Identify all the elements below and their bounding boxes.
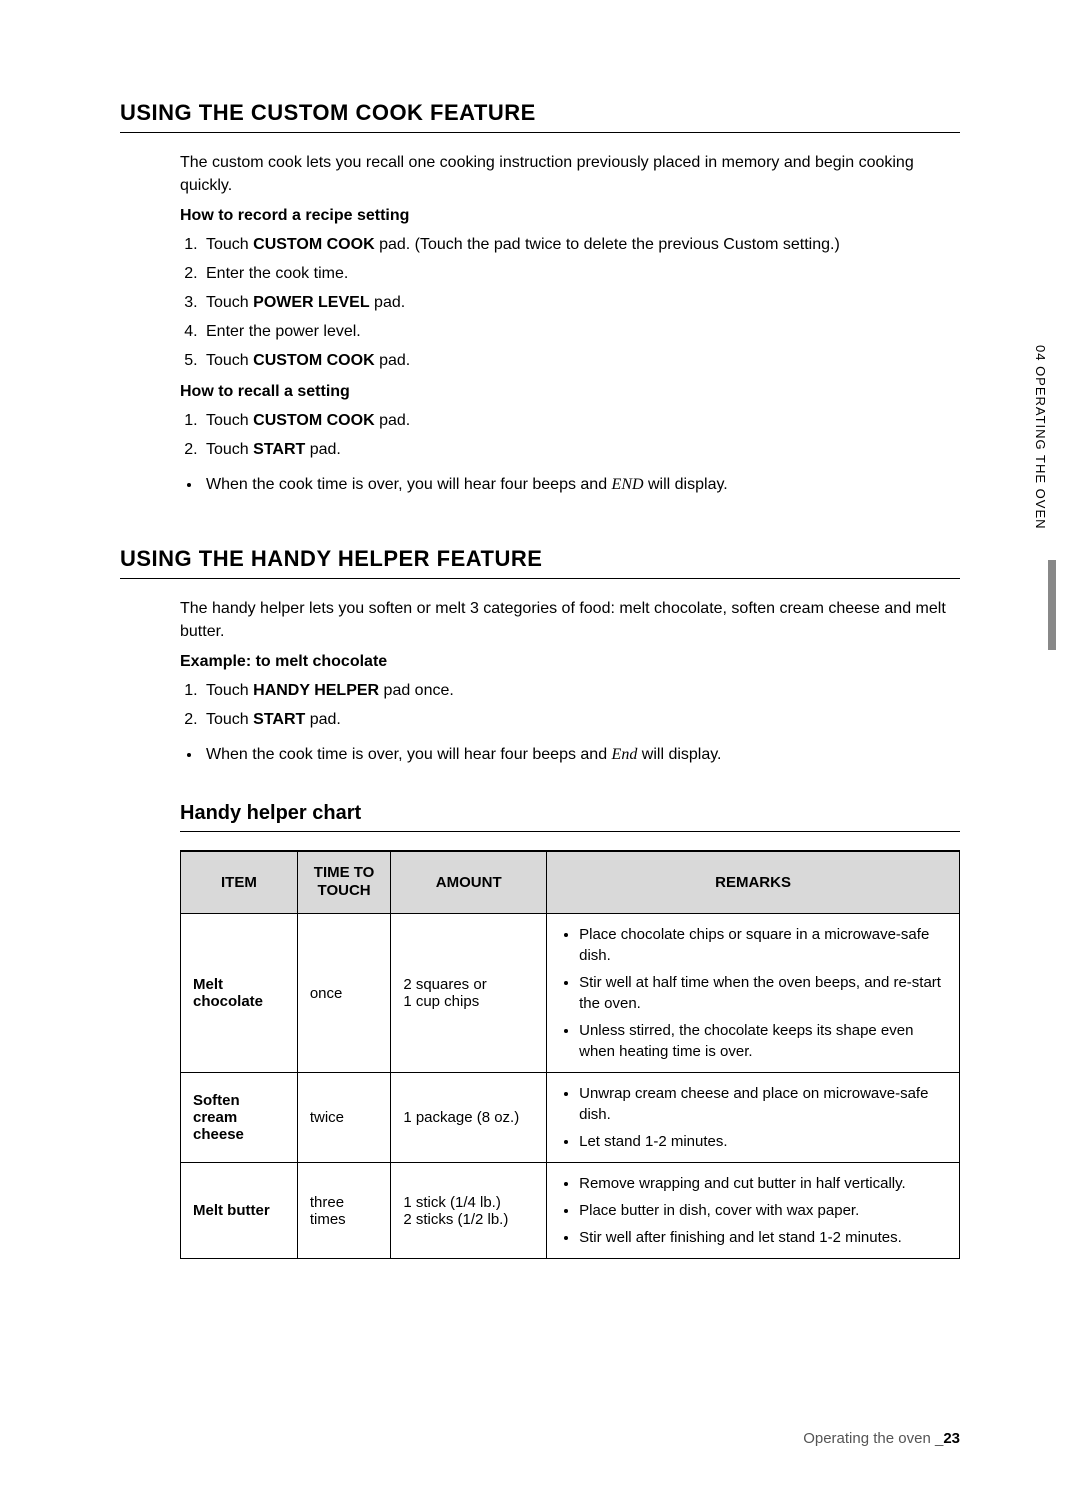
table-header-row: ITEM TIME TO TOUCH AMOUNT REMARKS: [181, 851, 960, 914]
example-steps: Touch HANDY HELPER pad once. Touch START…: [180, 679, 960, 733]
text-span: Touch: [206, 294, 253, 311]
text-span: pad. (Touch the pad twice to delete the …: [375, 236, 840, 253]
cell-remarks: Place chocolate chips or square in a mic…: [547, 914, 960, 1073]
remark-item: Unless stirred, the chocolate keeps its …: [579, 1020, 947, 1062]
example-notes: When the cook time is over, you will hea…: [180, 743, 960, 768]
bold-term: START: [253, 441, 305, 458]
bold-term: START: [253, 711, 305, 728]
text-span: pad once.: [379, 682, 454, 699]
section-title-custom-cook: USING THE CUSTOM COOK FEATURE: [120, 100, 960, 133]
page-footer: Operating the oven _23: [803, 1430, 960, 1447]
text-span: pad.: [375, 352, 411, 369]
bold-term: POWER LEVEL: [253, 294, 369, 311]
bold-term: HANDY HELPER: [253, 682, 379, 699]
text-span: Touch: [206, 412, 253, 429]
section-title-handy-helper: USING THE HANDY HELPER FEATURE: [120, 546, 960, 579]
amount-line: 2 squares or: [403, 976, 534, 993]
text-span: When the cook time is over, you will hea…: [206, 476, 612, 493]
th-line: TIME TO: [310, 864, 378, 883]
remark-item: Unwrap cream cheese and place on microwa…: [579, 1083, 947, 1125]
amount-line: 1 cup chips: [403, 993, 534, 1010]
amount-line: 1 stick (1/4 lb.): [403, 1194, 534, 1211]
example-step-2: Touch START pad.: [202, 708, 960, 733]
recall-heading: How to recall a setting: [180, 383, 960, 401]
table-row: Soften cream cheese twice 1 package (8 o…: [181, 1073, 960, 1163]
custom-cook-body: The custom cook lets you recall one cook…: [120, 151, 960, 498]
th-amount: AMOUNT: [391, 851, 547, 914]
text-span: When the cook time is over, you will hea…: [206, 746, 612, 763]
remark-item: Remove wrapping and cut butter in half v…: [579, 1173, 947, 1194]
example-note-1: When the cook time is over, you will hea…: [202, 743, 960, 768]
record-step-3: Touch POWER LEVEL pad.: [202, 291, 960, 316]
amount-line: 2 sticks (1/2 lb.): [403, 1211, 534, 1228]
text-span: pad.: [305, 441, 341, 458]
table-row: Melt chocolate once 2 squares or 1 cup c…: [181, 914, 960, 1073]
page-number: 23: [943, 1430, 960, 1447]
text-span: Touch: [206, 711, 253, 728]
cell-amount: 1 stick (1/4 lb.) 2 sticks (1/2 lb.): [391, 1163, 547, 1259]
section-tab-label: 04 OPERATING THE OVEN: [1033, 345, 1048, 530]
th-line: TOUCH: [310, 882, 378, 901]
remark-item: Place butter in dish, cover with wax pap…: [579, 1200, 947, 1221]
cell-amount: 2 squares or 1 cup chips: [391, 914, 547, 1073]
recall-step-2: Touch START pad.: [202, 438, 960, 463]
cell-touch: three times: [297, 1163, 390, 1259]
text-span: pad.: [305, 711, 341, 728]
cell-remarks: Remove wrapping and cut butter in half v…: [547, 1163, 960, 1259]
record-step-2: Enter the cook time.: [202, 262, 960, 287]
handy-helper-chart: ITEM TIME TO TOUCH AMOUNT REMARKS Melt c…: [180, 850, 960, 1260]
remark-item: Stir well after finishing and let stand …: [579, 1227, 947, 1248]
thumb-index-marker: [1048, 560, 1056, 650]
record-heading: How to record a recipe setting: [180, 207, 960, 225]
cell-item: Melt butter: [181, 1163, 298, 1259]
handy-helper-intro: The handy helper lets you soften or melt…: [180, 597, 960, 643]
italic-term: End: [612, 746, 638, 763]
text-span: will display.: [644, 476, 728, 493]
footer-text: Operating the oven _: [803, 1430, 943, 1447]
recall-step-1: Touch CUSTOM COOK pad.: [202, 409, 960, 434]
cell-item: Soften cream cheese: [181, 1073, 298, 1163]
table-row: Melt butter three times 1 stick (1/4 lb.…: [181, 1163, 960, 1259]
handy-helper-chart-wrap: ITEM TIME TO TOUCH AMOUNT REMARKS Melt c…: [120, 850, 960, 1260]
manual-page: 04 OPERATING THE OVEN USING THE CUSTOM C…: [0, 0, 1080, 1495]
cell-remarks: Unwrap cream cheese and place on microwa…: [547, 1073, 960, 1163]
text-span: will display.: [637, 746, 721, 763]
handy-helper-body: The handy helper lets you soften or melt…: [120, 597, 960, 768]
record-step-4: Enter the power level.: [202, 320, 960, 345]
th-item: ITEM: [181, 851, 298, 914]
th-time-to-touch: TIME TO TOUCH: [297, 851, 390, 914]
recall-note-1: When the cook time is over, you will hea…: [202, 473, 960, 498]
record-steps: Touch CUSTOM COOK pad. (Touch the pad tw…: [180, 233, 960, 373]
remark-item: Place chocolate chips or square in a mic…: [579, 924, 947, 966]
text-span: Touch: [206, 682, 253, 699]
remark-item: Let stand 1-2 minutes.: [579, 1131, 947, 1152]
bold-term: CUSTOM COOK: [253, 412, 374, 429]
example-step-1: Touch HANDY HELPER pad once.: [202, 679, 960, 704]
text-span: Touch: [206, 441, 253, 458]
remark-item: Stir well at half time when the oven bee…: [579, 972, 947, 1014]
bold-term: CUSTOM COOK: [253, 236, 374, 253]
bold-term: CUSTOM COOK: [253, 352, 374, 369]
cell-item: Melt chocolate: [181, 914, 298, 1073]
record-step-5: Touch CUSTOM COOK pad.: [202, 349, 960, 374]
text-span: Touch: [206, 236, 253, 253]
record-step-1: Touch CUSTOM COOK pad. (Touch the pad tw…: [202, 233, 960, 258]
chart-title: Handy helper chart: [180, 802, 960, 832]
custom-cook-intro: The custom cook lets you recall one cook…: [180, 151, 960, 197]
text-span: pad.: [375, 412, 411, 429]
text-span: Touch: [206, 352, 253, 369]
cell-touch: twice: [297, 1073, 390, 1163]
recall-notes: When the cook time is over, you will hea…: [180, 473, 960, 498]
cell-touch: once: [297, 914, 390, 1073]
th-remarks: REMARKS: [547, 851, 960, 914]
example-heading: Example: to melt chocolate: [180, 653, 960, 671]
recall-steps: Touch CUSTOM COOK pad. Touch START pad.: [180, 409, 960, 463]
text-span: pad.: [370, 294, 406, 311]
cell-amount: 1 package (8 oz.): [391, 1073, 547, 1163]
italic-term: END: [612, 476, 644, 493]
